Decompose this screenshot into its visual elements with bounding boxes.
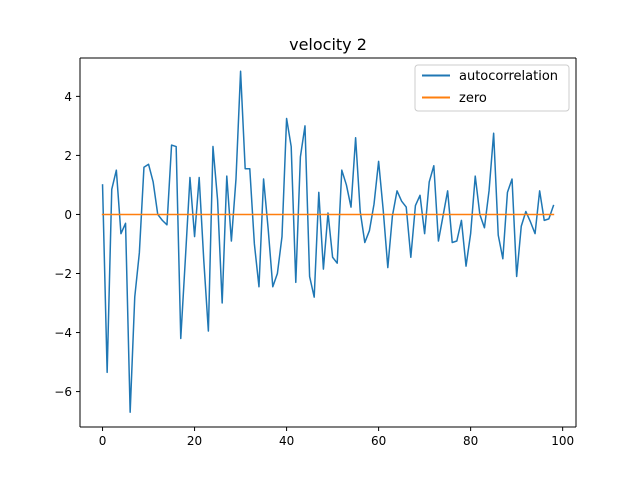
- chart-title: velocity 2: [289, 35, 367, 54]
- x-tick-label: 80: [463, 434, 478, 448]
- x-tick-label: 0: [99, 434, 107, 448]
- y-tick-label: 2: [64, 149, 72, 163]
- y-tick-label: −6: [54, 385, 72, 399]
- x-tick-label: 100: [551, 434, 574, 448]
- x-tick-label: 60: [371, 434, 386, 448]
- legend: autocorrelation zero: [415, 65, 569, 111]
- legend-label-autocorrelation: autocorrelation: [459, 69, 558, 84]
- x-tick-label: 20: [187, 434, 202, 448]
- plot-background: [80, 58, 576, 427]
- y-tick-label: −2: [54, 267, 72, 281]
- y-tick-label: 4: [64, 90, 72, 104]
- y-tick-label: −4: [54, 326, 72, 340]
- plot-area: 0 20 40 60 80 100 −6 −4 −2 0 2 4: [54, 58, 576, 448]
- x-tick-label: 40: [279, 434, 294, 448]
- y-tick-label: 0: [64, 208, 72, 222]
- legend-label-zero: zero: [459, 91, 487, 106]
